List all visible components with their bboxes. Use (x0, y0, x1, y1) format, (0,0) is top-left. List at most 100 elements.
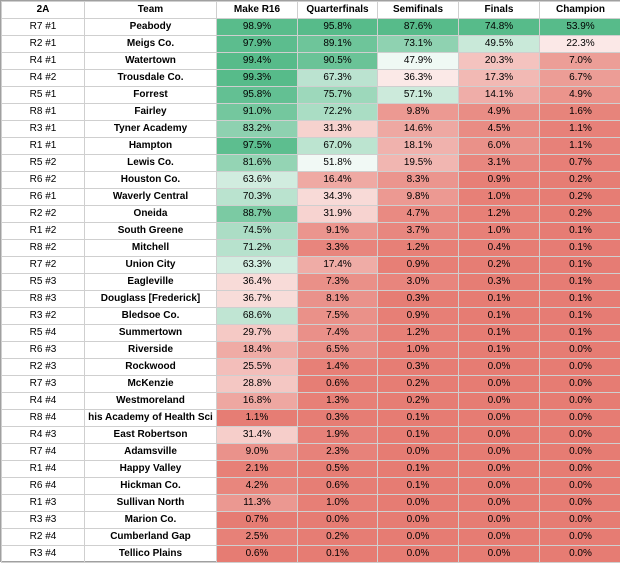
champion-cell[interactable]: 22.3% (540, 36, 620, 53)
semifinals-cell[interactable]: 9.8% (378, 104, 459, 121)
team-cell[interactable]: Mitchell (85, 240, 217, 257)
make-r16-cell[interactable]: 16.8% (217, 393, 298, 410)
champion-cell[interactable]: 0.0% (540, 478, 620, 495)
champion-cell[interactable]: 0.1% (540, 325, 620, 342)
team-cell[interactable]: Marion Co. (85, 512, 217, 529)
champion-cell[interactable]: 0.1% (540, 291, 620, 308)
quarterfinals-cell[interactable]: 90.5% (298, 53, 378, 70)
champion-cell[interactable]: 6.7% (540, 70, 620, 87)
semifinals-cell[interactable]: 0.1% (378, 410, 459, 427)
make-r16-cell[interactable]: 95.8% (217, 87, 298, 104)
seed-cell[interactable]: R1 #2 (2, 223, 85, 240)
header-quarterfinals[interactable]: Quarterfinals (298, 2, 378, 19)
seed-cell[interactable]: R5 #3 (2, 274, 85, 291)
seed-cell[interactable]: R1 #1 (2, 138, 85, 155)
seed-cell[interactable]: R3 #3 (2, 512, 85, 529)
quarterfinals-cell[interactable]: 51.8% (298, 155, 378, 172)
seed-cell[interactable]: R2 #1 (2, 36, 85, 53)
semifinals-cell[interactable]: 1.2% (378, 325, 459, 342)
semifinals-cell[interactable]: 19.5% (378, 155, 459, 172)
quarterfinals-cell[interactable]: 7.3% (298, 274, 378, 291)
champion-cell[interactable]: 0.0% (540, 376, 620, 393)
quarterfinals-cell[interactable]: 0.2% (298, 529, 378, 546)
semifinals-cell[interactable]: 18.1% (378, 138, 459, 155)
header-finals[interactable]: Finals (459, 2, 540, 19)
finals-cell[interactable]: 0.0% (459, 478, 540, 495)
make-r16-cell[interactable]: 31.4% (217, 427, 298, 444)
make-r16-cell[interactable]: 68.6% (217, 308, 298, 325)
semifinals-cell[interactable]: 0.1% (378, 427, 459, 444)
team-cell[interactable]: Meigs Co. (85, 36, 217, 53)
quarterfinals-cell[interactable]: 75.7% (298, 87, 378, 104)
champion-cell[interactable]: 4.9% (540, 87, 620, 104)
team-cell[interactable]: Trousdale Co. (85, 70, 217, 87)
champion-cell[interactable]: 0.2% (540, 189, 620, 206)
seed-cell[interactable]: R5 #1 (2, 87, 85, 104)
semifinals-cell[interactable]: 0.2% (378, 376, 459, 393)
make-r16-cell[interactable]: 99.4% (217, 53, 298, 70)
make-r16-cell[interactable]: 18.4% (217, 342, 298, 359)
make-r16-cell[interactable]: 63.6% (217, 172, 298, 189)
seed-cell[interactable]: R2 #3 (2, 359, 85, 376)
champion-cell[interactable]: 0.0% (540, 359, 620, 376)
make-r16-cell[interactable]: 36.4% (217, 274, 298, 291)
finals-cell[interactable]: 0.0% (459, 376, 540, 393)
quarterfinals-cell[interactable]: 67.0% (298, 138, 378, 155)
team-cell[interactable]: Adamsville (85, 444, 217, 461)
seed-cell[interactable]: R8 #3 (2, 291, 85, 308)
quarterfinals-cell[interactable]: 1.9% (298, 427, 378, 444)
champion-cell[interactable]: 0.0% (540, 512, 620, 529)
champion-cell[interactable]: 0.0% (540, 546, 620, 563)
finals-cell[interactable]: 20.3% (459, 53, 540, 70)
make-r16-cell[interactable]: 97.9% (217, 36, 298, 53)
champion-cell[interactable]: 0.0% (540, 495, 620, 512)
team-cell[interactable]: Peabody (85, 19, 217, 36)
team-cell[interactable]: Forrest (85, 87, 217, 104)
semifinals-cell[interactable]: 1.2% (378, 240, 459, 257)
champion-cell[interactable]: 0.7% (540, 155, 620, 172)
quarterfinals-cell[interactable]: 0.3% (298, 410, 378, 427)
semifinals-cell[interactable]: 0.0% (378, 495, 459, 512)
make-r16-cell[interactable]: 9.0% (217, 444, 298, 461)
champion-cell[interactable]: 0.1% (540, 274, 620, 291)
team-cell[interactable]: Westmoreland (85, 393, 217, 410)
quarterfinals-cell[interactable]: 7.5% (298, 308, 378, 325)
finals-cell[interactable]: 0.1% (459, 325, 540, 342)
team-cell[interactable]: Sullivan North (85, 495, 217, 512)
seed-cell[interactable]: R7 #3 (2, 376, 85, 393)
quarterfinals-cell[interactable]: 17.4% (298, 257, 378, 274)
team-cell[interactable]: Oneida (85, 206, 217, 223)
champion-cell[interactable]: 0.0% (540, 427, 620, 444)
seed-cell[interactable]: R3 #4 (2, 546, 85, 563)
semifinals-cell[interactable]: 0.0% (378, 529, 459, 546)
semifinals-cell[interactable]: 14.6% (378, 121, 459, 138)
semifinals-cell[interactable]: 0.0% (378, 546, 459, 563)
header-semifinals[interactable]: Semifinals (378, 2, 459, 19)
seed-cell[interactable]: R7 #4 (2, 444, 85, 461)
team-cell[interactable]: Douglass [Frederick] (85, 291, 217, 308)
team-cell[interactable]: Hickman Co. (85, 478, 217, 495)
quarterfinals-cell[interactable]: 7.4% (298, 325, 378, 342)
seed-cell[interactable]: R6 #4 (2, 478, 85, 495)
make-r16-cell[interactable]: 0.6% (217, 546, 298, 563)
seed-cell[interactable]: R3 #2 (2, 308, 85, 325)
team-cell[interactable]: Rockwood (85, 359, 217, 376)
seed-cell[interactable]: R7 #2 (2, 257, 85, 274)
finals-cell[interactable]: 0.4% (459, 240, 540, 257)
make-r16-cell[interactable]: 0.7% (217, 512, 298, 529)
make-r16-cell[interactable]: 25.5% (217, 359, 298, 376)
quarterfinals-cell[interactable]: 1.0% (298, 495, 378, 512)
finals-cell[interactable]: 0.0% (459, 427, 540, 444)
quarterfinals-cell[interactable]: 72.2% (298, 104, 378, 121)
finals-cell[interactable]: 0.0% (459, 444, 540, 461)
team-cell[interactable]: Tyner Academy (85, 121, 217, 138)
seed-cell[interactable]: R6 #2 (2, 172, 85, 189)
finals-cell[interactable]: 0.0% (459, 495, 540, 512)
header-champion[interactable]: Champion (540, 2, 620, 19)
make-r16-cell[interactable]: 2.5% (217, 529, 298, 546)
make-r16-cell[interactable]: 83.2% (217, 121, 298, 138)
finals-cell[interactable]: 1.0% (459, 223, 540, 240)
quarterfinals-cell[interactable]: 2.3% (298, 444, 378, 461)
finals-cell[interactable]: 0.3% (459, 274, 540, 291)
champion-cell[interactable]: 53.9% (540, 19, 620, 36)
